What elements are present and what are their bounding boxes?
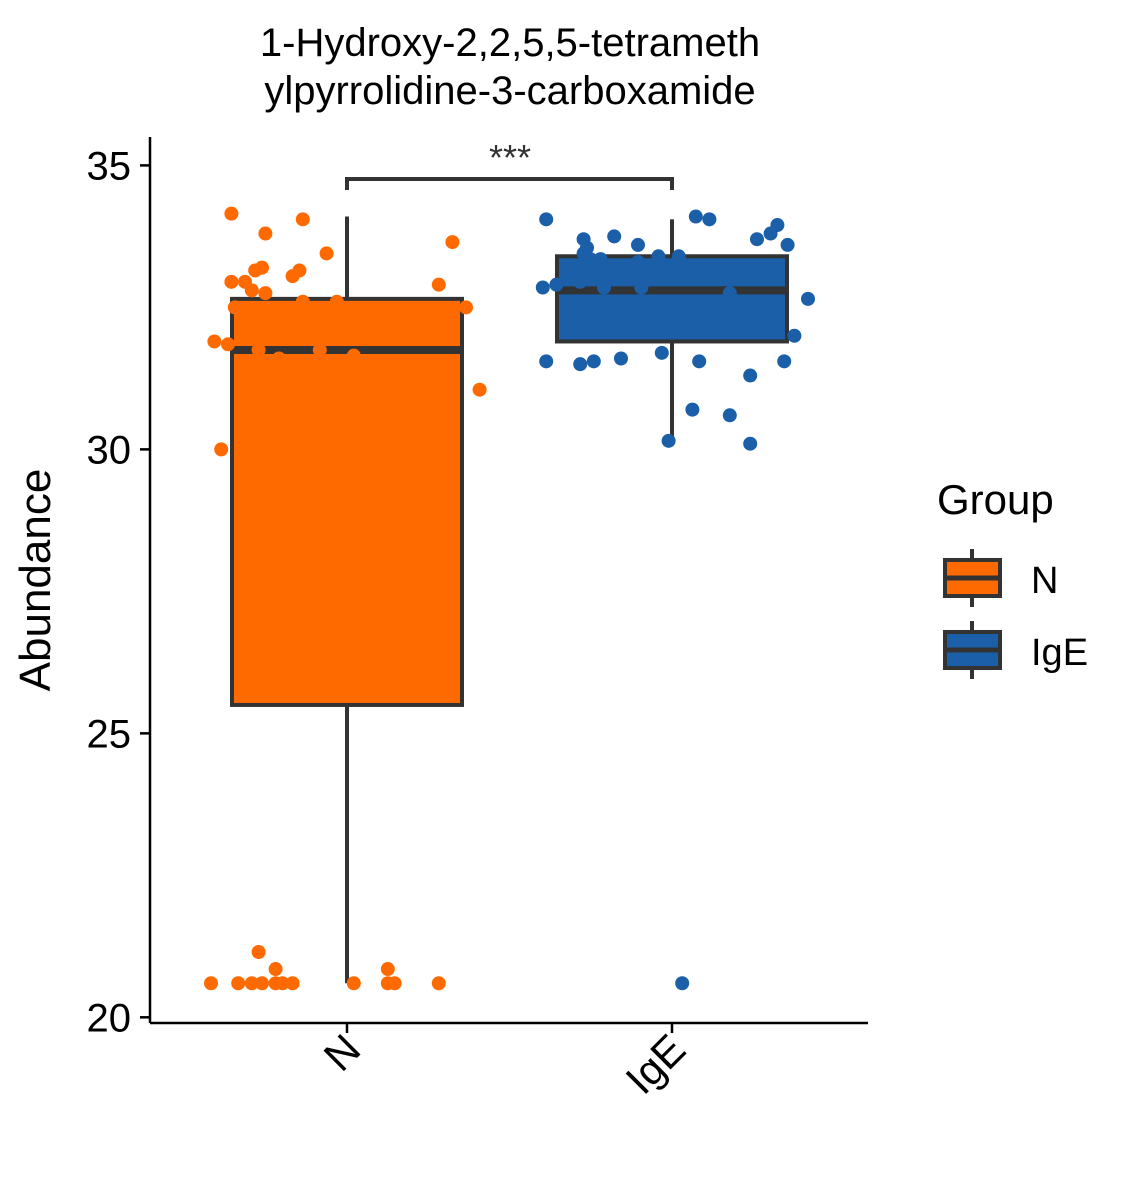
data-point-ige xyxy=(763,226,778,241)
data-point-n xyxy=(255,976,269,991)
chart-title-line2: ylpyrrolidine-3-carboxamide xyxy=(264,69,755,113)
data-point-ige xyxy=(777,354,792,369)
data-point-ige xyxy=(661,433,676,448)
data-point-ige xyxy=(801,291,815,306)
legend-title: Group xyxy=(937,476,1054,523)
data-point-ige xyxy=(722,286,737,301)
significance-bracket: *** xyxy=(345,137,674,190)
data-point-n xyxy=(224,274,239,289)
data-point-ige xyxy=(651,249,666,264)
data-point-n xyxy=(431,976,446,991)
data-point-n xyxy=(231,976,246,991)
data-point-n xyxy=(214,442,229,457)
data-point-n xyxy=(244,976,259,991)
chart-title-line1: 1-Hydroxy-2,2,5,5-tetrameth xyxy=(260,21,760,65)
data-point-n xyxy=(207,334,222,349)
data-point-n xyxy=(387,976,402,991)
data-point-ige xyxy=(549,277,564,292)
data-point-n xyxy=(346,976,361,991)
data-point-ige xyxy=(750,232,764,247)
data-point-n xyxy=(268,962,283,977)
data-point-n xyxy=(238,303,252,318)
data-point-ige xyxy=(688,209,703,224)
data-point-ige xyxy=(692,354,707,369)
significance-bracket-line xyxy=(345,177,674,190)
data-point-n xyxy=(312,342,327,357)
data-point-ige xyxy=(685,402,700,417)
y-tick-label: 25 xyxy=(87,712,132,756)
data-point-ige xyxy=(675,976,690,991)
data-point-n xyxy=(346,348,361,363)
data-point-n xyxy=(295,294,310,309)
data-point-ige xyxy=(722,408,737,423)
plot-area xyxy=(204,206,815,991)
data-point-ige xyxy=(671,249,686,264)
data-point-n xyxy=(251,342,266,357)
data-point-n xyxy=(329,294,344,309)
data-point-ige xyxy=(614,351,628,366)
data-point-n xyxy=(472,382,487,397)
data-point-n xyxy=(258,286,273,301)
data-point-ige xyxy=(634,280,649,295)
y-axis-title: Abundance xyxy=(11,469,60,692)
data-point-n xyxy=(204,976,218,991)
data-point-n xyxy=(319,246,334,261)
significance-label: *** xyxy=(489,137,531,178)
data-point-n xyxy=(255,260,269,275)
data-point-n xyxy=(285,976,300,991)
box-n xyxy=(230,296,464,707)
data-point-n xyxy=(295,212,310,227)
data-point-ige xyxy=(787,328,802,343)
data-point-n xyxy=(224,206,239,221)
data-point-n xyxy=(459,300,473,315)
data-point-n xyxy=(445,235,460,250)
y-tick-label: 30 xyxy=(87,428,132,472)
box-ige xyxy=(555,254,789,344)
data-point-ige xyxy=(597,280,611,295)
data-point-n xyxy=(292,263,307,278)
data-point-ige xyxy=(631,254,645,269)
data-point-ige xyxy=(702,212,717,227)
data-point-n xyxy=(251,945,266,960)
x-tick-label: IgE xyxy=(617,1025,695,1103)
data-point-n xyxy=(221,337,235,352)
data-point-ige xyxy=(539,212,554,227)
legend: Group N IgE xyxy=(937,476,1088,679)
data-point-ige xyxy=(780,237,795,252)
data-point-n xyxy=(244,283,259,298)
data-point-ige xyxy=(586,354,601,369)
data-point-ige xyxy=(654,345,669,360)
data-point-ige xyxy=(539,354,554,369)
data-point-ige xyxy=(743,368,758,383)
legend-label-n: N xyxy=(1031,560,1058,602)
data-point-ige xyxy=(593,252,608,267)
data-point-ige xyxy=(583,252,598,267)
legend-label-ige: IgE xyxy=(1031,632,1088,674)
data-point-n xyxy=(258,226,273,241)
data-point-n xyxy=(272,351,286,366)
y-tick-label: 35 xyxy=(87,144,132,188)
data-point-n xyxy=(431,277,446,292)
data-point-n xyxy=(275,976,290,991)
data-point-n xyxy=(380,962,395,977)
data-point-ige xyxy=(631,237,645,252)
data-point-ige xyxy=(743,436,758,451)
data-point-ige xyxy=(573,274,588,289)
y-tick-label: 20 xyxy=(87,996,132,1040)
data-point-ige xyxy=(607,229,622,244)
data-point-ige xyxy=(535,280,550,295)
x-tick-label: N xyxy=(315,1025,370,1080)
data-point-ige xyxy=(573,357,588,372)
